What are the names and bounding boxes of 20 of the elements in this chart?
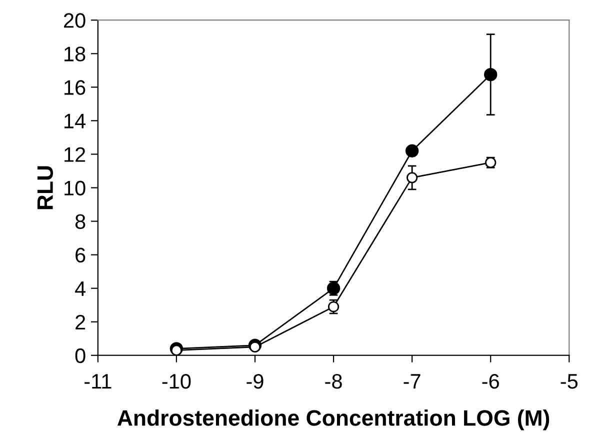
y-tick-label: 6 [76, 248, 86, 263]
x-tick-label: -11 [84, 374, 112, 389]
y-tick-label: 20 [64, 13, 86, 28]
y-axis-title: RLU [37, 166, 53, 210]
x-tick-label: -5 [560, 374, 578, 389]
y-tick-label: 8 [75, 214, 86, 230]
y-tick-label: 16 [64, 80, 86, 95]
x-tick-label: -6 [482, 374, 499, 389]
x-tick-label: -9 [246, 374, 264, 389]
y-tick-label: 10 [64, 180, 86, 196]
y-tick-label: 2 [76, 314, 86, 330]
y-tick-label: 12 [64, 147, 86, 162]
y-tick-label: 14 [64, 114, 86, 128]
x-axis-title: Androstenedione Concentration LOG (M) [117, 410, 550, 430]
x-tick-label: -7 [404, 374, 420, 389]
y-tick-label: 4 [75, 282, 86, 296]
y-tick-label: 18 [64, 46, 86, 62]
x-tick-label: -8 [325, 374, 342, 389]
x-tick-label: -10 [162, 374, 191, 389]
y-tick-label: 0 [75, 348, 86, 364]
